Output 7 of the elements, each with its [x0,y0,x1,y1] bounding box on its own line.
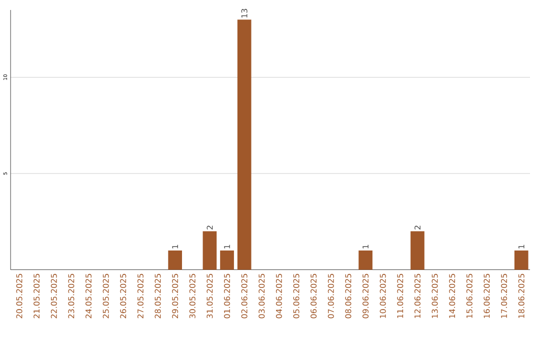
bar [220,250,234,270]
bar [168,250,182,270]
bar [358,250,372,270]
bar [514,250,528,270]
bar [202,231,217,270]
bar [237,20,252,270]
bar [410,231,424,270]
